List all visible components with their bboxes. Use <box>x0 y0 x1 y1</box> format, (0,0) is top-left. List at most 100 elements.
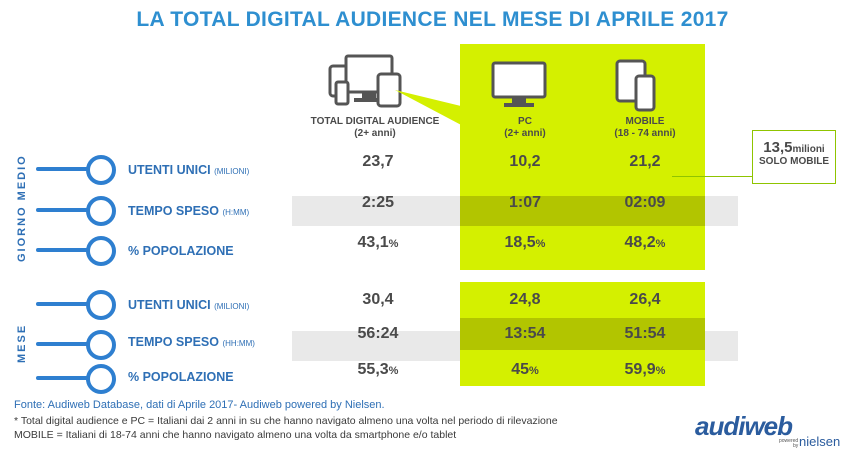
logo-powered: powered <box>779 438 799 444</box>
multi-device-icon <box>328 54 402 108</box>
row-label: % POPOLAZIONE <box>128 244 234 258</box>
callout-value: 13,5 <box>763 139 793 156</box>
row-label-text: UTENTI UNICI <box>128 298 211 312</box>
col-header-mobile-sub: (18 - 74 anni) <box>614 128 676 139</box>
cell-value: 1:07 <box>508 194 542 211</box>
row-label-text: TEMPO SPESO <box>128 204 219 218</box>
cell-mobile: 51:54 <box>585 325 705 343</box>
cell-pc: 10,2 <box>465 153 585 171</box>
col-header-total-label: TOTAL DIGITAL AUDIENCE <box>310 116 440 127</box>
footer-source: Fonte: Audiweb Database, dati di Aprile … <box>14 399 385 411</box>
row-label-text: TEMPO SPESO <box>128 335 219 349</box>
section-label-mese: MESE <box>16 323 28 363</box>
col-header-pc: PC (2+ anni) <box>465 116 585 140</box>
row-label: UTENTI UNICI (MILIONI) <box>128 298 249 312</box>
cell-value: 10,2 <box>509 153 541 170</box>
cell-pc: 1:07 <box>465 194 585 212</box>
cell-total: 56:24 <box>318 325 438 343</box>
knob-line <box>36 302 96 306</box>
knob-line <box>36 248 96 252</box>
cell-value: 43,1 <box>357 234 389 251</box>
knob-icon <box>86 155 116 185</box>
col-header-total: TOTAL DIGITAL AUDIENCE (2+ anni) <box>300 116 450 140</box>
row-label-unit: (HH:MM) <box>222 339 255 348</box>
cell-value: 55,3 <box>357 361 389 378</box>
row-label: TEMPO SPESO (HH:MM) <box>128 335 255 349</box>
row-label-text: % POPOLAZIONE <box>128 370 234 384</box>
cell-pct: % <box>655 365 666 377</box>
col-header-pc-label: PC <box>518 116 532 127</box>
cell-value: 13:54 <box>504 325 546 342</box>
cell-total: 30,4 <box>318 291 438 309</box>
cell-value: 24,8 <box>509 291 541 308</box>
cell-pct: % <box>529 365 539 377</box>
cell-pc: 18,5% <box>465 234 585 252</box>
page-title: LA TOTAL DIGITAL AUDIENCE NEL MESE DI AP… <box>136 8 729 31</box>
cell-total: 23,7 <box>318 153 438 171</box>
section-label-giorno-medio: GIORNO MEDIO <box>16 154 28 262</box>
cell-value: 26,4 <box>629 291 661 308</box>
knob-line <box>36 167 96 171</box>
footer-note-2: MOBILE = Italiani di 18-74 anni che hann… <box>14 429 457 441</box>
callout-connector <box>672 176 752 177</box>
cell-pct: % <box>388 238 399 250</box>
cell-value: 56:24 <box>357 325 399 342</box>
logo-brand: audiweb <box>695 411 793 441</box>
callout-unit: milioni <box>792 144 825 155</box>
cell-pc: 45% <box>465 361 585 379</box>
cell-value: 59,9 <box>624 361 656 378</box>
col-header-pc-sub: (2+ anni) <box>504 128 546 139</box>
cell-mobile: 26,4 <box>585 291 705 309</box>
row-label: % POPOLAZIONE <box>128 370 234 384</box>
cell-pct: % <box>535 238 546 250</box>
cell-value: 2:25 <box>361 194 395 211</box>
row-label: TEMPO SPESO (H:MM) <box>128 204 249 218</box>
row-label: UTENTI UNICI (MILIONI) <box>128 163 249 177</box>
col-header-mobile: MOBILE (18 - 74 anni) <box>585 116 705 140</box>
cell-mobile: 59,9% <box>585 361 705 379</box>
knob-line <box>36 208 96 212</box>
mobile-devices-icon <box>615 59 656 112</box>
cell-total: 43,1% <box>318 234 438 252</box>
cell-value: 45 <box>511 361 529 378</box>
cell-mobile: 21,2 <box>585 153 705 171</box>
knob-icon <box>86 236 116 266</box>
green-band-mese-tempo <box>460 318 705 350</box>
knob-line <box>36 376 96 380</box>
pointer-wedge <box>395 90 465 127</box>
cell-value: 02:09 <box>624 194 666 211</box>
audiweb-logo: audiweb powered by nielsen <box>695 412 855 460</box>
footer-note-1: * Total digital audience e PC = Italiani… <box>14 415 558 427</box>
cell-value: 30,4 <box>362 291 394 308</box>
cell-pct: % <box>388 365 399 377</box>
col-header-total-sub: (2+ anni) <box>354 128 396 139</box>
cell-pc: 13:54 <box>465 325 585 343</box>
knob-icon <box>86 196 116 226</box>
cell-value: 23,7 <box>362 153 394 170</box>
row-label-text: % POPOLAZIONE <box>128 244 234 258</box>
col-header-mobile-label: MOBILE <box>625 116 665 127</box>
cell-pc: 24,8 <box>465 291 585 309</box>
cell-value: 48,2 <box>624 234 656 251</box>
row-label-unit: (MILIONI) <box>214 302 250 311</box>
cell-value: 21,2 <box>629 153 661 170</box>
knob-icon <box>86 290 116 320</box>
logo-by: by <box>793 443 799 449</box>
cell-mobile: 02:09 <box>585 194 705 212</box>
cell-mobile: 48,2% <box>585 234 705 252</box>
cell-value: 18,5 <box>504 234 536 251</box>
logo-nielsen: nielsen <box>799 434 841 449</box>
row-label-unit: (H:MM) <box>222 208 250 217</box>
knob-icon <box>86 330 116 360</box>
knob-line <box>36 342 96 346</box>
callout-text: SOLO MOBILE <box>759 156 829 167</box>
cell-total: 2:25 <box>318 194 438 212</box>
solo-mobile-callout: 13,5milioni SOLO MOBILE <box>752 130 836 184</box>
row-label-unit: (MILIONI) <box>214 167 250 176</box>
cell-pct: % <box>655 238 666 250</box>
cell-value: 51:54 <box>624 325 666 342</box>
row-label-text: UTENTI UNICI <box>128 163 211 177</box>
callout-value-line: 13,5milioni <box>753 139 835 156</box>
knob-icon <box>86 364 116 394</box>
green-band-giorno-tempo <box>460 196 705 226</box>
